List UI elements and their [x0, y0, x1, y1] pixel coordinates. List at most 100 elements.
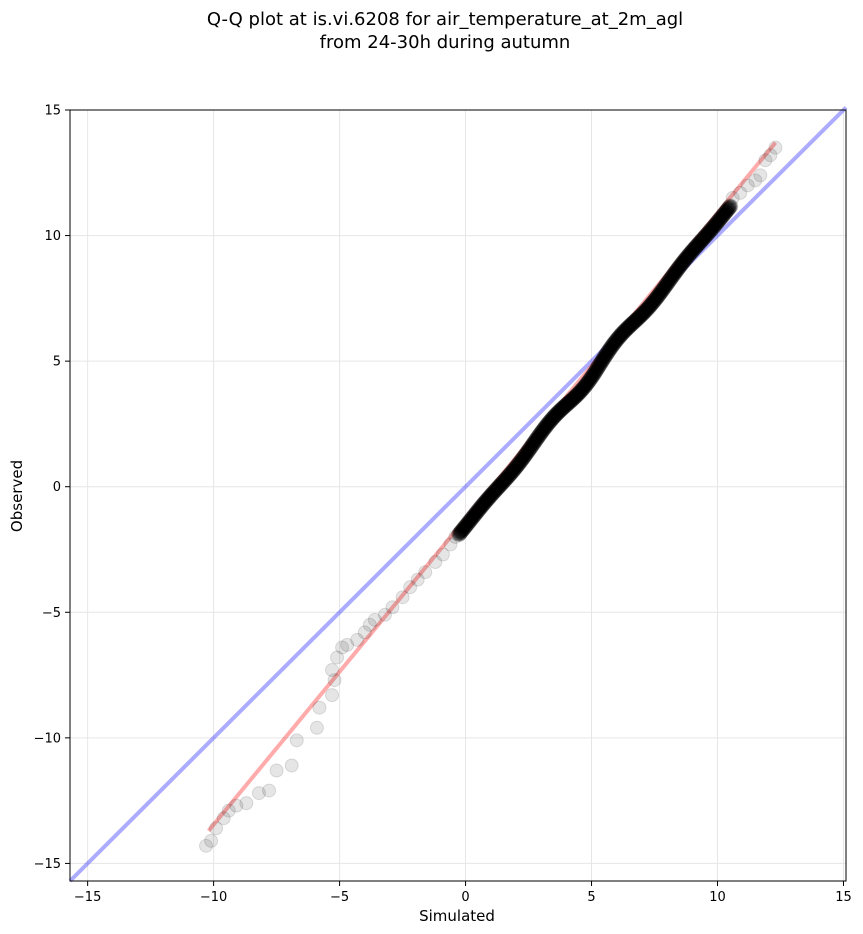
data-point — [629, 313, 644, 328]
data-point — [469, 506, 484, 521]
data-point — [662, 274, 677, 289]
data-point — [494, 476, 509, 491]
data-point — [555, 400, 570, 415]
data-point — [487, 483, 502, 498]
data-point — [540, 418, 555, 433]
data-point — [617, 325, 632, 340]
data-point — [656, 283, 671, 298]
data-point — [476, 496, 491, 511]
data-point — [473, 501, 488, 516]
data-point — [603, 343, 618, 358]
data-point — [633, 309, 648, 324]
data-point — [493, 479, 508, 494]
data-point — [541, 414, 556, 429]
y-axis-label: Observed — [8, 460, 26, 532]
data-point — [461, 516, 476, 531]
data-point — [583, 372, 598, 387]
data-point — [615, 324, 630, 339]
data-point — [640, 300, 655, 315]
data-point — [569, 389, 584, 404]
data-point — [325, 688, 340, 703]
data-point — [520, 443, 535, 458]
data-point — [557, 398, 572, 413]
data-point — [475, 498, 490, 513]
data-point — [587, 364, 602, 379]
data-point — [511, 457, 526, 472]
data-point — [585, 367, 600, 382]
data-point — [520, 446, 535, 461]
data-point — [468, 508, 483, 523]
data-point — [576, 382, 591, 397]
data-point — [575, 381, 590, 396]
data-point — [637, 306, 652, 321]
data-point — [650, 291, 665, 306]
data-point — [556, 401, 571, 416]
data-point — [574, 382, 589, 397]
data-point — [614, 325, 629, 340]
data-point — [456, 522, 471, 537]
data-point — [565, 391, 580, 406]
data-point — [564, 392, 579, 407]
data-point — [619, 321, 634, 336]
data-point — [489, 483, 504, 498]
data-point — [527, 436, 542, 451]
data-point — [544, 413, 559, 428]
data-point — [484, 488, 499, 503]
data-point — [543, 415, 558, 430]
data-point — [556, 401, 571, 416]
data-point — [550, 404, 565, 419]
data-point — [574, 384, 589, 399]
data-point — [636, 304, 651, 319]
data-point — [618, 321, 633, 336]
data-point — [459, 519, 474, 534]
data-point — [652, 288, 667, 303]
data-point — [667, 268, 682, 283]
x-tick-label: −15 — [74, 890, 101, 905]
data-point — [570, 386, 585, 401]
data-point — [645, 296, 660, 311]
data-point — [644, 296, 659, 311]
data-point — [604, 339, 619, 354]
data-point — [483, 488, 498, 503]
data-point — [490, 479, 505, 494]
data-point — [664, 268, 679, 283]
data-point — [562, 393, 577, 408]
data-point — [507, 461, 522, 476]
data-point — [486, 486, 501, 501]
data-point — [655, 284, 670, 299]
data-point — [477, 497, 492, 512]
data-point — [583, 370, 598, 385]
data-point — [644, 296, 659, 311]
data-point — [610, 333, 625, 348]
data-point — [619, 320, 634, 335]
data-point — [452, 525, 467, 540]
point-layer — [199, 140, 783, 853]
data-point — [542, 414, 557, 429]
data-point — [537, 419, 552, 434]
data-point — [561, 394, 576, 409]
data-point — [474, 498, 489, 513]
data-point — [623, 319, 638, 334]
data-point — [573, 385, 588, 400]
data-point — [239, 796, 254, 811]
data-point — [549, 408, 564, 423]
data-point — [525, 436, 540, 451]
data-point — [635, 308, 650, 323]
data-point — [624, 315, 639, 330]
data-point — [555, 401, 570, 416]
data-point — [559, 399, 574, 414]
data-point — [662, 271, 677, 286]
data-point — [553, 402, 568, 417]
data-point — [592, 357, 607, 372]
data-point — [578, 377, 593, 392]
data-point — [554, 403, 569, 418]
data-point — [579, 378, 594, 393]
data-point — [632, 308, 647, 323]
data-point — [524, 440, 539, 455]
data-point — [486, 486, 501, 501]
x-tick-label: 0 — [461, 890, 469, 905]
data-point — [525, 439, 540, 454]
data-point — [538, 418, 553, 433]
data-point — [467, 509, 482, 524]
data-point — [638, 304, 653, 319]
